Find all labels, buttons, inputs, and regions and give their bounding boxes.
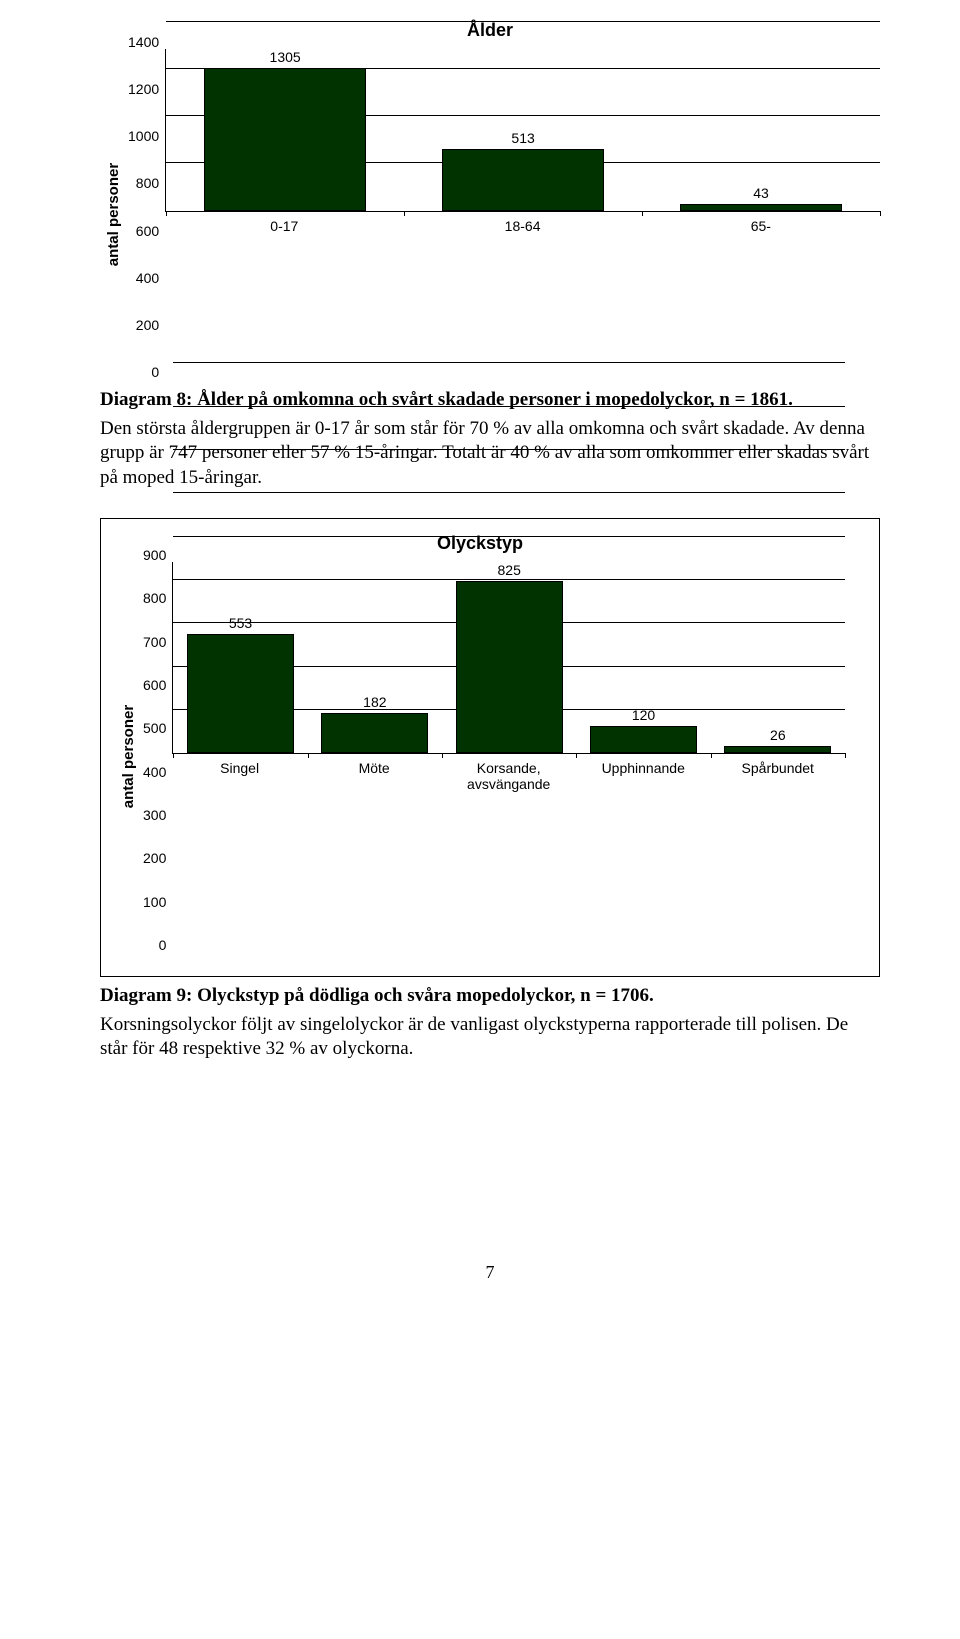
x-tick-mark (442, 753, 443, 758)
chart-olyckstyp-frame: Olyckstyp antal personer 900 800 700 600 500… (100, 518, 880, 977)
y-axis-label: antal personer (100, 49, 128, 379)
x-tick-mark (173, 753, 174, 758)
document-page: Ålder antal personer 1400120010008006004… (0, 0, 960, 1323)
gridline (173, 492, 845, 493)
chart-title: Ålder (100, 20, 880, 41)
bar-slot: 825 (442, 562, 576, 754)
bar-value-label: 825 (498, 562, 521, 578)
y-tick-label: 900 (143, 547, 166, 563)
bar-value-label: 553 (229, 615, 252, 631)
x-tick-label: Möte (307, 760, 442, 952)
y-tick-label: 200 (136, 317, 159, 333)
y-tick-label: 0 (159, 937, 167, 953)
bars-container: 1305 513 43 (166, 49, 880, 211)
x-tick-mark (166, 211, 167, 216)
y-tick-label: 800 (143, 590, 166, 606)
chart-olyckstyp: Olyckstyp antal personer 900 800 700 600 500… (115, 533, 845, 952)
x-tick-label: Upphinnande (576, 760, 711, 952)
y-axis-label-text: antal personer (121, 705, 138, 808)
chart-alder: Ålder antal personer 1400 1200 1000 800 600 4… (100, 20, 880, 379)
bar-rect (590, 726, 697, 754)
x-tick-mark (711, 753, 712, 758)
x-tick-mark (880, 211, 881, 216)
y-axis-label: antal personer (115, 562, 143, 952)
y-tick-label: 1200 (128, 81, 159, 97)
x-tick-label: 18-64 (403, 218, 641, 380)
body-paragraph-1: Den största åldergruppen är 0-17 år som … (100, 417, 880, 490)
bar-slot: 120 (576, 562, 710, 754)
y-tick-label: 600 (136, 223, 159, 239)
bar-rect (442, 149, 604, 210)
y-tick-label: 700 (143, 634, 166, 650)
chart-title: Olyckstyp (115, 533, 845, 554)
bar-value-label: 120 (632, 707, 655, 723)
bar-value-label: 182 (363, 694, 386, 710)
diagram-9-caption: Diagram 9: Olyckstyp på dödliga och svår… (100, 985, 880, 1007)
bar-rect (204, 68, 366, 211)
plot-area: 553 182 825 120 26 (172, 562, 845, 755)
bar-rect (321, 713, 428, 754)
bar-rect (724, 746, 831, 754)
page-number: 7 (100, 1262, 880, 1283)
bar-slot: 26 (711, 562, 845, 754)
y-tick-label: 600 (143, 677, 166, 693)
y-tick-label: 500 (143, 720, 166, 736)
x-tick-mark (404, 211, 405, 216)
x-tick-label: 65- (642, 218, 880, 380)
bar-slot: 513 (404, 49, 642, 211)
bar-value-label: 26 (770, 727, 786, 743)
y-tick-label: 400 (136, 270, 159, 286)
x-tick-label: Spårbundet (710, 760, 845, 952)
y-tick-label: 1000 (128, 128, 159, 144)
y-tick-label: 300 (143, 807, 166, 823)
y-tick-label: 1400 (128, 34, 159, 50)
x-tick-mark (576, 753, 577, 758)
bar-rect (187, 634, 294, 754)
x-tick-mark (308, 753, 309, 758)
y-axis-label-text: antal personer (106, 162, 123, 265)
x-axis-labels: SingelMöteKorsande, avsvängandeUpphinnan… (172, 754, 845, 952)
plot-area: 1305 513 43 (165, 49, 880, 212)
y-tick-label: 200 (143, 850, 166, 866)
x-tick-mark (845, 753, 846, 758)
y-axis-ticks: 1400120010008006004002000 (128, 49, 165, 379)
y-tick-label: 0 (151, 364, 159, 380)
x-tick-label: Korsande, avsvängande (441, 760, 576, 952)
bar-value-label: 1305 (270, 49, 301, 65)
bar-rect (456, 581, 563, 754)
x-tick-label: Singel (172, 760, 307, 952)
bar-slot: 1305 (166, 49, 404, 211)
y-tick-label: 400 (143, 764, 166, 780)
y-tick-label: 100 (143, 894, 166, 910)
y-tick-label: 800 (136, 175, 159, 191)
x-axis-labels: 0-1718-6465- (165, 212, 880, 380)
bars-container: 553 182 825 120 26 (173, 562, 845, 754)
body-paragraph-2: Korsningsolyckor följt av singelolyckor … (100, 1013, 880, 1062)
bar-slot: 553 (173, 562, 307, 754)
x-tick-mark (642, 211, 643, 216)
diagram-8-caption: Diagram 8: Ålder på omkomna och svårt sk… (100, 389, 880, 411)
bar-rect (680, 204, 842, 211)
x-tick-label: 0-17 (165, 218, 403, 380)
y-axis-ticks: 9008007006005004003002001000 (143, 562, 172, 952)
bar-value-label: 43 (753, 185, 769, 201)
bar-slot: 43 (642, 49, 880, 211)
bar-value-label: 513 (511, 130, 534, 146)
bar-slot: 182 (308, 562, 442, 754)
